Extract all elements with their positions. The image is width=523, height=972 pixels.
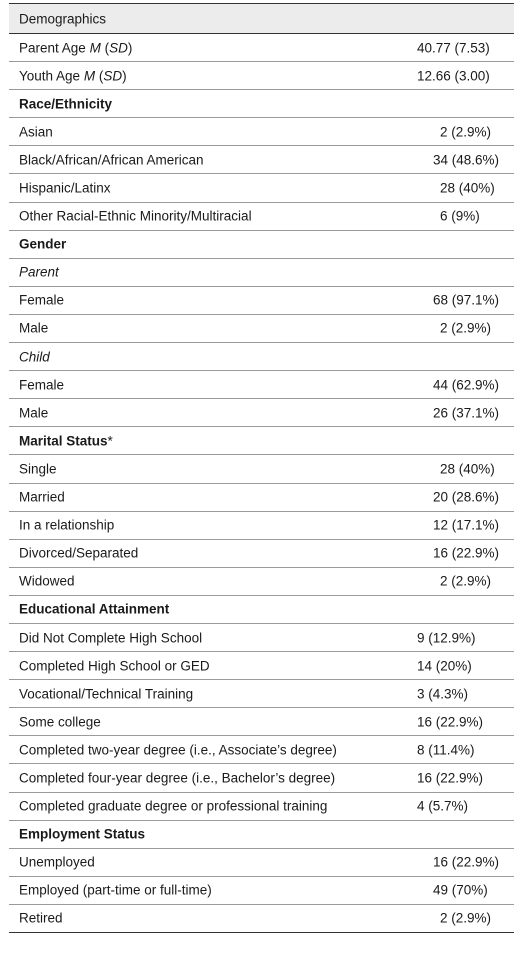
row-label: Married bbox=[19, 489, 65, 505]
table-row: Male 26 (37.1%) bbox=[9, 399, 514, 428]
row-value: 40.77 (7.53) bbox=[417, 40, 490, 56]
row-value: 14 (20%) bbox=[417, 658, 472, 674]
subsection-label: Parent bbox=[19, 264, 59, 280]
table-header-row: Demographics bbox=[9, 4, 514, 34]
row-value: 28 (40%) bbox=[440, 180, 495, 196]
row-label: Widowed bbox=[19, 573, 75, 589]
row-value: 2 (2.9%) bbox=[440, 124, 492, 140]
row-value: 44 (62.9%) bbox=[433, 377, 500, 393]
table-row: Did Not Complete High School 9 (12.9%) bbox=[9, 624, 514, 653]
row-value: 68 (97.1%) bbox=[433, 292, 500, 308]
row-label: Completed four-year degree (i.e., Bachel… bbox=[19, 770, 336, 786]
table-row: Female 68 (97.1%) bbox=[9, 287, 514, 315]
table-header-label: Demographics bbox=[19, 11, 107, 26]
row-label: Divorced/Separated bbox=[19, 545, 139, 561]
row-label: Single bbox=[19, 461, 57, 477]
row-value: 2 (2.9%) bbox=[440, 573, 492, 589]
section-row-educational-attainment: Educational Attainment bbox=[9, 596, 514, 624]
section-label: Gender bbox=[19, 236, 67, 252]
table-row: Retired 2 (2.9%) bbox=[9, 905, 514, 933]
row-label: Hispanic/Latinx bbox=[19, 180, 111, 196]
table-row: Completed four-year degree (i.e., Bachel… bbox=[9, 764, 514, 793]
row-value: 4 (5.7%) bbox=[417, 798, 469, 814]
table-row: Completed graduate degree or professiona… bbox=[9, 793, 514, 821]
table-row: Some college 16 (22.9%) bbox=[9, 708, 514, 737]
table-row: Youth Age M (SD) 12.66 (3.00) bbox=[9, 62, 514, 91]
row-label: Employed (part-time or full-time) bbox=[19, 882, 212, 898]
row-value: 2 (2.9%) bbox=[440, 320, 492, 336]
table-row: Other Racial-Ethnic Minority/Multiracial… bbox=[9, 203, 514, 231]
row-value: 28 (40%) bbox=[440, 461, 495, 477]
table-row: Black/African/African American 34 (48.6%… bbox=[9, 146, 514, 175]
row-label: Other Racial-Ethnic Minority/Multiracial bbox=[19, 208, 252, 224]
row-label: Male bbox=[19, 320, 49, 336]
table-row: Vocational/Technical Training 3 (4.3%) bbox=[9, 680, 514, 709]
subsection-row-child: Child bbox=[9, 343, 514, 372]
row-value: 49 (70%) bbox=[433, 882, 488, 898]
row-label: Did Not Complete High School bbox=[19, 630, 203, 646]
table-row: Unemployed 16 (22.9%) bbox=[9, 849, 514, 877]
row-value: 16 (22.9%) bbox=[417, 770, 484, 786]
table-row: Completed High School or GED 14 (20%) bbox=[9, 652, 514, 681]
section-label: Employment Status bbox=[19, 826, 146, 842]
table-row: Employed (part-time or full-time) 49 (70… bbox=[9, 877, 514, 905]
table-row: Single 28 (40%) bbox=[9, 455, 514, 484]
section-label: Marital Status* bbox=[19, 433, 113, 449]
row-value: 26 (37.1%) bbox=[433, 405, 500, 421]
table-row: Parent Age M (SD) 40.77 (7.53) bbox=[9, 34, 514, 63]
table-row: Widowed 2 (2.9%) bbox=[9, 568, 514, 596]
table-row: Married 20 (28.6%) bbox=[9, 484, 514, 512]
row-label: Parent Age M (SD) bbox=[19, 40, 133, 56]
row-value: 16 (22.9%) bbox=[433, 854, 500, 870]
subsection-label: Child bbox=[19, 349, 50, 365]
row-label: Completed two-year degree (i.e., Associa… bbox=[19, 742, 337, 758]
row-label: Asian bbox=[19, 124, 53, 140]
row-value: 34 (48.6%) bbox=[433, 152, 500, 168]
row-label: Female bbox=[19, 377, 65, 393]
row-value: 20 (28.6%) bbox=[433, 489, 500, 505]
row-label: Completed High School or GED bbox=[19, 658, 210, 674]
table-row: Female 44 (62.9%) bbox=[9, 371, 514, 400]
row-label: Unemployed bbox=[19, 854, 95, 870]
demographics-table: Demographics Parent Age M (SD) 40.77 (7.… bbox=[9, 3, 514, 933]
row-value: 12 (17.1%) bbox=[433, 517, 500, 533]
row-value: 12.66 (3.00) bbox=[417, 68, 490, 84]
row-label: Youth Age M (SD) bbox=[19, 68, 127, 84]
section-row-gender: Gender bbox=[9, 231, 514, 259]
section-label: Race/Ethnicity bbox=[19, 96, 113, 112]
row-value: 8 (11.4%) bbox=[417, 742, 475, 758]
row-label: In a relationship bbox=[19, 517, 115, 533]
subsection-row-parent: Parent bbox=[9, 259, 514, 287]
row-label: Completed graduate degree or professiona… bbox=[19, 798, 328, 814]
table-row: Divorced/Separated 16 (22.9%) bbox=[9, 540, 514, 568]
table-row: Completed two-year degree (i.e., Associa… bbox=[9, 736, 514, 765]
section-row-marital-status: Marital Status* bbox=[9, 427, 514, 456]
row-label: Some college bbox=[19, 714, 101, 730]
row-label: Retired bbox=[19, 910, 63, 926]
table-row: Asian 2 (2.9%) bbox=[9, 118, 514, 147]
table-row: In a relationship 12 (17.1%) bbox=[9, 512, 514, 540]
section-label: Educational Attainment bbox=[19, 601, 170, 617]
table-row: Hispanic/Latinx 28 (40%) bbox=[9, 174, 514, 203]
row-label: Male bbox=[19, 405, 49, 421]
row-label: Vocational/Technical Training bbox=[19, 686, 194, 702]
row-value: 16 (22.9%) bbox=[433, 545, 500, 561]
row-label: Female bbox=[19, 292, 65, 308]
table-row: Male 2 (2.9%) bbox=[9, 315, 514, 344]
row-value: 3 (4.3%) bbox=[417, 686, 469, 702]
section-row-race-ethnicity: Race/Ethnicity bbox=[9, 90, 514, 119]
section-row-employment-status: Employment Status bbox=[9, 821, 514, 849]
row-value: 2 (2.9%) bbox=[440, 910, 492, 926]
row-value: 16 (22.9%) bbox=[417, 714, 484, 730]
row-value: 9 (12.9%) bbox=[417, 630, 476, 646]
row-value: 6 (9%) bbox=[440, 208, 480, 224]
row-label: Black/African/African American bbox=[19, 152, 204, 168]
